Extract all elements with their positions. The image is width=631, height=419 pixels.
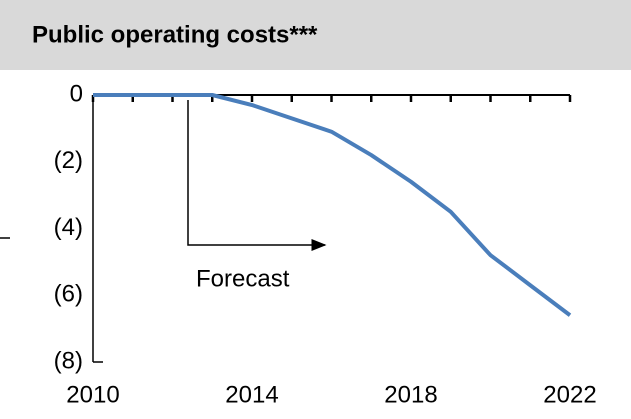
y-tick-label: (8)	[54, 347, 83, 374]
title-band	[0, 0, 631, 70]
forecast-arrow	[187, 100, 327, 251]
y-tick-label: 0	[70, 80, 83, 107]
chart-title: Public operating costs***	[32, 21, 318, 48]
x-tick-label: 2018	[384, 381, 437, 408]
x-tick-label: 2010	[66, 381, 119, 408]
x-tick-label: 2014	[225, 381, 278, 408]
x-tick-label: 2022	[543, 381, 596, 408]
annotation: Forecast	[196, 265, 290, 292]
y-tick-label: (6)	[54, 281, 83, 308]
line-series	[93, 93, 572, 317]
y-tick-label: (2)	[54, 147, 83, 174]
y-tick-label: (4)	[54, 214, 83, 241]
